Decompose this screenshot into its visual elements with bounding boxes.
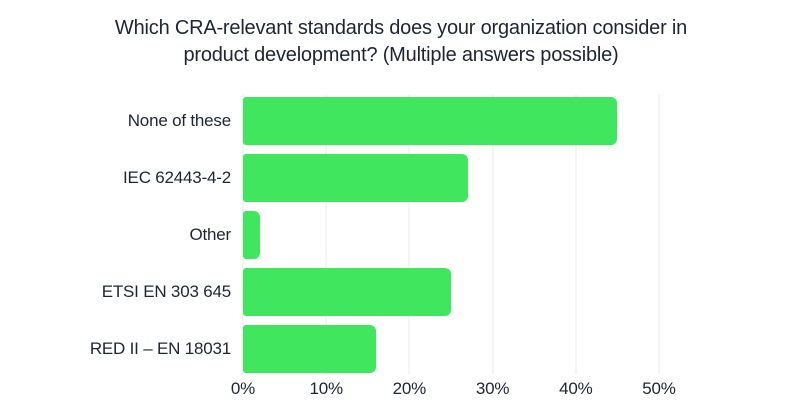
chart-title-line-2: product development? (Multiple answers p… xyxy=(183,44,619,66)
bar xyxy=(243,211,260,259)
category-label: None of these xyxy=(127,111,231,130)
x-tick-label: 30% xyxy=(475,379,510,398)
bar xyxy=(243,268,451,316)
bar xyxy=(243,97,618,145)
bar xyxy=(243,154,468,202)
category-label: Other xyxy=(189,225,231,244)
gridline xyxy=(575,95,577,374)
bars xyxy=(243,97,659,373)
category-label: ETSI EN 303 645 xyxy=(101,282,232,301)
chart-title-line-1: Which CRA-relevant standards does your o… xyxy=(114,17,688,39)
bar xyxy=(243,325,377,373)
category-labels: None of these IEC 62443-4-2 Other ETSI EN 3… xyxy=(0,97,231,373)
gridline xyxy=(408,95,410,374)
category-label: RED II – EN 18031 xyxy=(89,339,231,358)
x-axis: 0% 10% 20% 30% 40% 50% xyxy=(231,379,676,403)
category-label: IEC 62443-4-2 xyxy=(123,168,231,187)
gridline xyxy=(658,95,660,374)
x-tick-label: 10% xyxy=(309,379,343,398)
gridline xyxy=(325,95,327,374)
x-tick-label: 20% xyxy=(392,379,427,398)
x-tick-label: 0% xyxy=(230,379,256,398)
chart-title: Which CRA-relevant standards does your o… xyxy=(0,15,802,69)
gridline xyxy=(492,95,494,374)
x-tick-label: 40% xyxy=(559,379,593,398)
x-tick-label: 50% xyxy=(642,379,676,398)
